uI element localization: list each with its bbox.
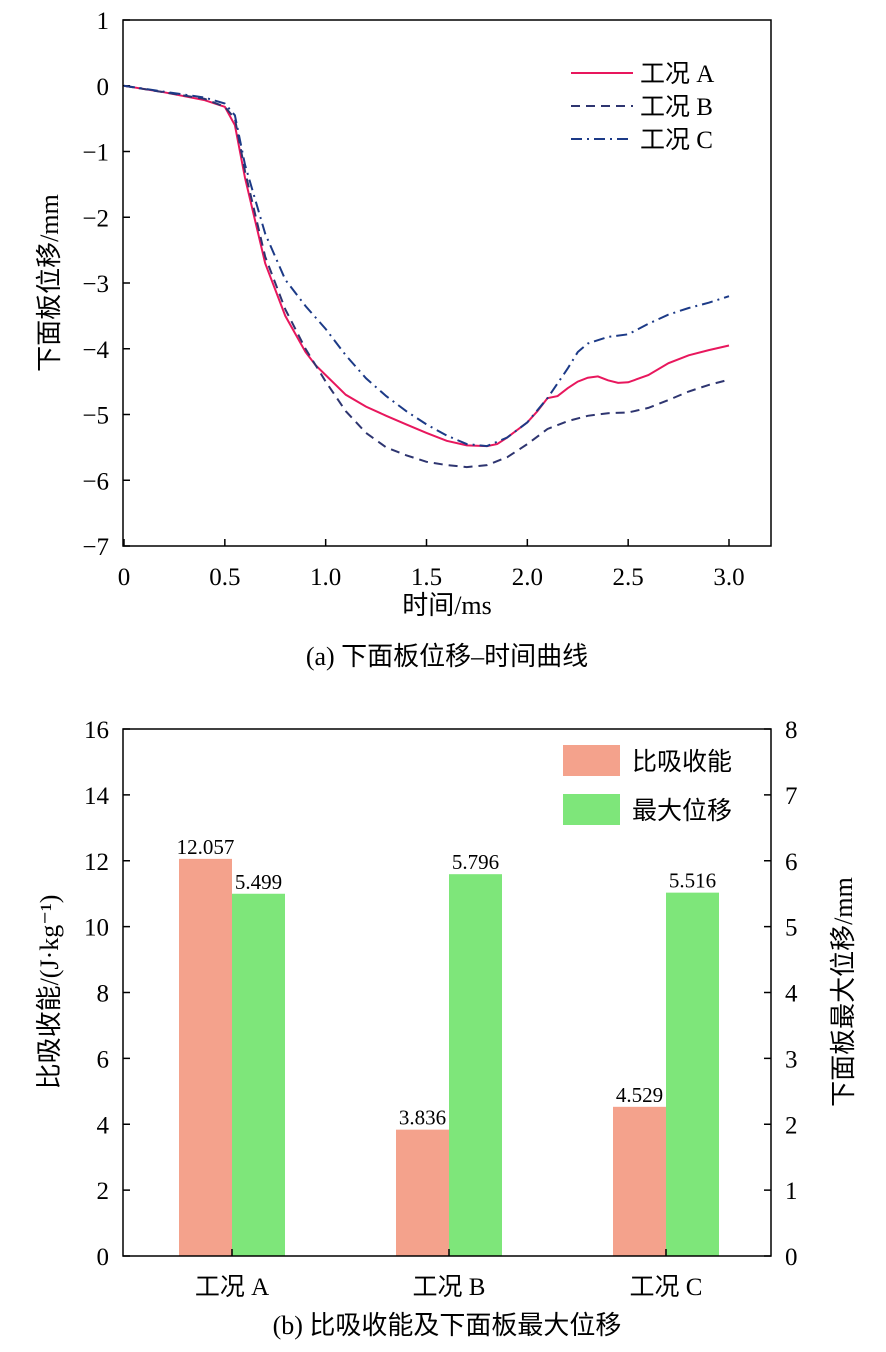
y-tick-label: 1 xyxy=(97,8,110,35)
left-y-tick-label: 6 xyxy=(97,1046,110,1073)
right-y-tick-label: 6 xyxy=(785,849,798,876)
energy-bar xyxy=(179,858,232,1256)
legend-swatch xyxy=(563,745,620,776)
y-tick-label: −7 xyxy=(82,534,109,561)
right-y-tick-label: 0 xyxy=(785,1244,798,1271)
energy-bar xyxy=(396,1129,449,1256)
y-tick-label: −4 xyxy=(82,337,109,364)
y-tick-label: 0 xyxy=(97,74,110,101)
line-chart-y-axis-title: 下面板位移/mm xyxy=(35,194,64,372)
bar-chart-right-axis-title: 下面板最大位移/mm xyxy=(829,877,858,1107)
legend-label: 比吸收能 xyxy=(632,748,732,776)
x-tick-label: 1.0 xyxy=(310,564,341,591)
series-line xyxy=(123,84,730,469)
line-chart-y-ticks: 1 0 −1 −2 −3 −4 −5 −6 −7 xyxy=(82,8,130,561)
right-y-tick-label: 4 xyxy=(785,981,798,1008)
displacement-bar xyxy=(449,874,502,1256)
displacement-bar xyxy=(232,893,285,1256)
energy-bar xyxy=(613,1106,666,1256)
x-tick-label: 1.5 xyxy=(411,564,442,591)
left-y-tick-label: 8 xyxy=(97,981,110,1008)
bar-chart-left-axis-title: 比吸收能/(J·kg⁻¹) xyxy=(35,895,64,1090)
bar-value-label: 5.516 xyxy=(669,869,716,893)
y-tick-label: −3 xyxy=(82,271,109,298)
x-tick-label: 2.0 xyxy=(512,564,543,591)
left-y-tick-label: 2 xyxy=(97,1178,110,1205)
bar-value-label: 4.529 xyxy=(616,1083,663,1107)
series-line xyxy=(123,84,730,448)
y-tick-label: −6 xyxy=(82,468,109,495)
legend-label: 工况 B xyxy=(640,94,713,121)
x-tick-label: 2.5 xyxy=(613,564,644,591)
left-y-tick-label: 4 xyxy=(97,1112,110,1139)
y-tick-label: −1 xyxy=(82,140,109,167)
category-label: 工况 A xyxy=(195,1274,269,1301)
line-chart-x-axis-title: 时间/ms xyxy=(402,591,492,620)
bar-chart-left-y-ticks: 0 2 4 6 8 10 12 14 16 xyxy=(84,717,130,1271)
left-y-tick-label: 12 xyxy=(84,849,109,876)
bar-chart-bars xyxy=(179,858,719,1256)
bar-value-label: 12.057 xyxy=(177,835,235,859)
legend-label: 工况 A xyxy=(640,61,714,88)
line-chart-series-group xyxy=(123,84,730,469)
bar-chart-right-y-ticks: 0 1 2 3 4 5 6 7 8 xyxy=(764,717,798,1271)
series-line xyxy=(123,84,730,448)
bar-value-label: 5.796 xyxy=(452,850,499,874)
left-y-tick-label: 16 xyxy=(84,717,109,744)
line-chart-caption: (a) 下面板位移–时间曲线 xyxy=(306,642,588,671)
x-tick-label: 0 xyxy=(118,564,131,591)
category-label: 工况 C xyxy=(630,1274,703,1301)
left-y-tick-label: 0 xyxy=(97,1244,110,1271)
legend-label: 工况 C xyxy=(640,127,713,154)
y-tick-label: −5 xyxy=(82,403,109,430)
left-y-tick-label: 10 xyxy=(84,915,109,942)
right-y-tick-label: 1 xyxy=(785,1178,798,1205)
line-chart-x-ticks: 0 0.5 1.0 1.5 2.0 2.5 3.0 xyxy=(118,539,745,591)
x-tick-label: 0.5 xyxy=(209,564,240,591)
right-y-tick-label: 2 xyxy=(785,1112,798,1139)
right-y-tick-label: 8 xyxy=(785,717,798,744)
right-y-tick-label: 3 xyxy=(785,1046,798,1073)
bar-chart-caption: (b) 比吸收能及下面板最大位移 xyxy=(273,1311,622,1340)
left-y-tick-label: 14 xyxy=(84,783,110,810)
legend-swatch xyxy=(563,794,620,825)
x-tick-label: 3.0 xyxy=(713,564,744,591)
bar-chart-data-labels: 12.057 3.836 4.529 5.499 5.796 5.516 xyxy=(177,835,717,1130)
y-tick-label: −2 xyxy=(82,205,109,232)
bar-value-label: 3.836 xyxy=(399,1106,446,1130)
right-y-tick-label: 7 xyxy=(785,783,798,810)
bar-value-label: 5.499 xyxy=(235,870,282,894)
right-y-tick-label: 5 xyxy=(785,915,798,942)
line-chart-legend: 工况 A 工况 B 工况 C xyxy=(571,61,714,154)
displacement-time-line-chart: 0 0.5 1.0 1.5 2.0 2.5 3.0 1 0 −1 −2 −3 −4 −5 −6 −7 工况 … xyxy=(35,8,772,671)
legend-label: 最大位移 xyxy=(632,797,732,825)
bar-chart-category-labels: 工况 A 工况 B 工况 C xyxy=(195,1249,703,1301)
category-label: 工况 B xyxy=(413,1274,486,1301)
displacement-bar xyxy=(666,892,719,1256)
